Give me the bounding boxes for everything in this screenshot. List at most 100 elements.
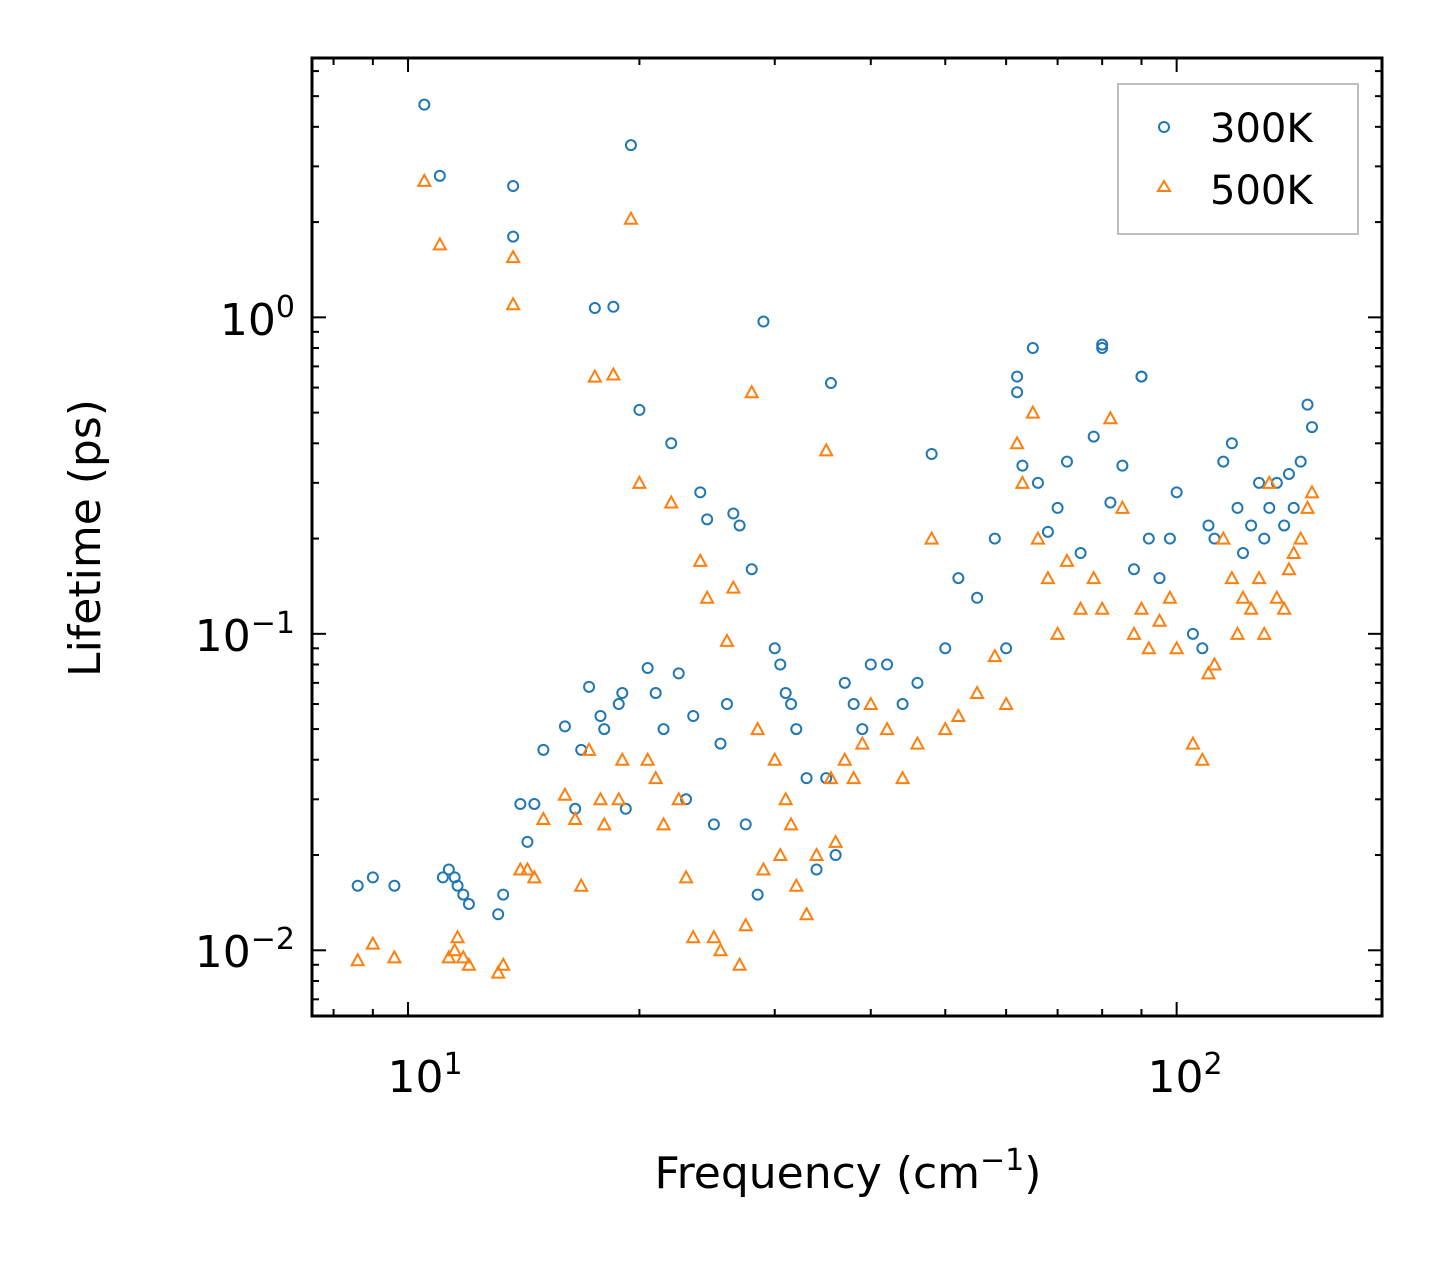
point-300K-33 xyxy=(649,687,662,700)
point-300K-28 xyxy=(616,687,629,700)
point-500K-39 xyxy=(706,929,722,944)
point-300K-52 xyxy=(779,687,792,700)
point-500K-6 xyxy=(446,942,463,957)
point-300K-9 xyxy=(457,888,470,901)
point-500K-9 xyxy=(461,956,477,971)
point-500K-27 xyxy=(614,751,630,766)
point-500K-86 xyxy=(1151,612,1168,627)
point-500K-59 xyxy=(845,770,862,785)
point-300K-43 xyxy=(720,698,733,711)
point-500K-68 xyxy=(969,684,985,700)
point-300K-93 xyxy=(1170,486,1183,499)
point-500K-75 xyxy=(1040,570,1056,585)
point-300K-1 xyxy=(366,871,379,884)
point-500K-71 xyxy=(1009,435,1025,450)
point-500K-40 xyxy=(712,942,729,957)
point-300K-49 xyxy=(757,315,770,328)
x-tick-label-10: 101 xyxy=(387,1047,462,1103)
point-300K-102 xyxy=(1245,519,1258,532)
point-300K-80 xyxy=(1060,455,1073,468)
point-300K-76 xyxy=(1026,342,1039,355)
point-300K-85 xyxy=(1104,496,1117,509)
point-500K-80 xyxy=(1094,600,1110,615)
point-500K-30 xyxy=(639,751,656,766)
point-500K-28 xyxy=(623,210,639,225)
point-300K-0 xyxy=(351,879,364,892)
point-300K-60 xyxy=(838,676,851,689)
point-300K-84 xyxy=(1096,342,1109,355)
point-500K-26 xyxy=(611,791,627,806)
point-300K-103 xyxy=(1253,476,1266,489)
point-500K-43 xyxy=(731,956,748,971)
point-500K-41 xyxy=(719,632,735,647)
point-300K-3 xyxy=(418,98,431,111)
point-300K-87 xyxy=(1127,563,1140,576)
point-300K-38 xyxy=(687,709,700,722)
point-300K-34 xyxy=(657,723,670,736)
point-500K-99 xyxy=(1256,625,1272,640)
point-300K-67 xyxy=(925,448,938,461)
point-300K-26 xyxy=(607,300,620,313)
point-500K-61 xyxy=(863,695,879,711)
point-300K-31 xyxy=(633,403,646,416)
point-500K-34 xyxy=(671,791,687,806)
point-500K-4 xyxy=(432,236,448,251)
point-500K-54 xyxy=(808,846,825,862)
point-300K-8 xyxy=(451,879,464,892)
point-300K-58 xyxy=(824,377,837,390)
point-500K-22 xyxy=(587,368,603,383)
data-points xyxy=(349,98,1320,979)
point-300K-75 xyxy=(1016,459,1029,472)
point-300K-30 xyxy=(624,139,637,152)
point-500K-91 xyxy=(1200,665,1217,680)
point-500K-90 xyxy=(1194,751,1211,766)
point-500K-104 xyxy=(1286,544,1302,560)
point-300K-14 xyxy=(507,230,520,243)
legend: 300K 500K xyxy=(1117,83,1359,235)
point-500K-92 xyxy=(1206,656,1223,671)
x-axis-label: Frequency (cm−1) xyxy=(655,1143,1042,1199)
point-500K-10 xyxy=(490,964,506,979)
point-300K-42 xyxy=(714,737,727,750)
point-300K-96 xyxy=(1202,519,1215,532)
point-500K-107 xyxy=(1304,484,1320,499)
point-300K-17 xyxy=(528,797,541,810)
point-500K-11 xyxy=(495,956,511,971)
plot-frame xyxy=(310,56,1384,1018)
point-300K-32 xyxy=(641,661,654,674)
point-500K-37 xyxy=(692,552,708,567)
point-500K-73 xyxy=(1025,404,1041,419)
point-500K-7 xyxy=(449,929,466,944)
point-500K-32 xyxy=(655,816,672,831)
point-500K-88 xyxy=(1168,640,1185,655)
point-300K-69 xyxy=(952,572,965,585)
point-300K-90 xyxy=(1142,532,1155,545)
point-500K-95 xyxy=(1229,625,1246,640)
point-300K-104 xyxy=(1258,532,1271,545)
point-500K-20 xyxy=(573,877,589,892)
point-500K-25 xyxy=(605,366,622,381)
y-tick-label-0.1: 10−1 xyxy=(195,606,295,662)
point-300K-73 xyxy=(1011,386,1024,399)
point-500K-2 xyxy=(386,949,403,964)
point-300K-19 xyxy=(558,720,571,733)
point-300K-109 xyxy=(1287,501,1300,514)
point-500K-44 xyxy=(738,917,754,932)
point-300K-29 xyxy=(619,802,632,815)
point-500K-17 xyxy=(535,810,552,825)
point-300K-81 xyxy=(1074,547,1087,560)
legend-label-300K: 300K xyxy=(1210,106,1314,152)
point-300K-105 xyxy=(1263,501,1276,514)
point-300K-13 xyxy=(507,180,520,193)
point-300K-89 xyxy=(1135,370,1148,383)
point-300K-15 xyxy=(514,797,527,810)
point-500K-87 xyxy=(1162,589,1178,604)
point-300K-101 xyxy=(1237,547,1250,560)
point-500K-35 xyxy=(678,869,694,884)
point-500K-62 xyxy=(879,721,895,736)
point-500K-45 xyxy=(744,384,760,399)
point-300K-50 xyxy=(768,642,781,655)
y-tick-label-0.01: 10−2 xyxy=(195,922,295,978)
point-300K-65 xyxy=(896,698,909,711)
point-300K-62 xyxy=(856,723,869,736)
